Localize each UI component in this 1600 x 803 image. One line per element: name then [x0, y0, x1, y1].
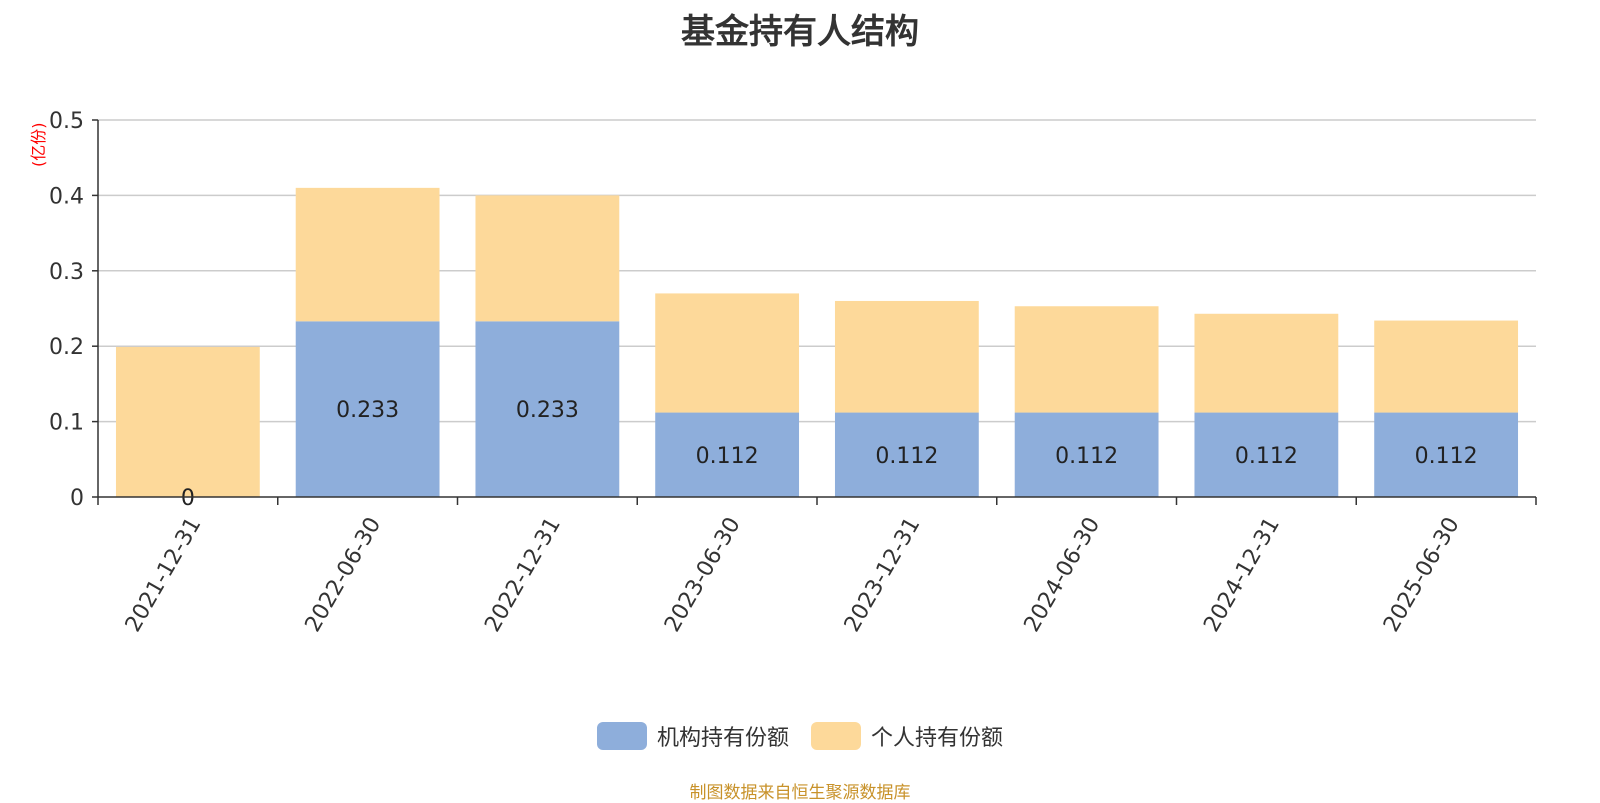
- x-tick-label: 2024-12-31: [1199, 513, 1285, 636]
- x-tick-label: 2024-06-30: [1020, 513, 1106, 636]
- legend-swatch-individual: [811, 722, 861, 750]
- bar-institutional: [295, 321, 440, 497]
- y-tick-label: 0.2: [49, 335, 84, 360]
- data-label: 0.112: [1055, 444, 1118, 469]
- x-tick-label: 2023-06-30: [660, 513, 746, 636]
- bar-institutional: [1194, 412, 1339, 497]
- legend-item-individual[interactable]: 个人持有份额: [811, 720, 1003, 752]
- x-tick-label: 2023-12-31: [840, 513, 926, 636]
- chart-title: 基金持有人结构: [681, 12, 919, 52]
- y-tick-label: 0: [70, 486, 84, 511]
- bar-institutional: [1014, 412, 1159, 497]
- data-labels: 0 0.233 0.233 0.112 0.112 0.112 0.112 0.112: [181, 398, 1478, 511]
- bar-individual: [1194, 313, 1339, 413]
- data-label: 0.112: [1235, 444, 1298, 469]
- y-tick-label: 0.1: [49, 411, 84, 436]
- bar-individual: [295, 187, 440, 322]
- y-tick-label: 0.4: [49, 184, 84, 209]
- bar-institutional: [834, 412, 979, 497]
- bar-individual: [834, 300, 979, 413]
- data-label: 0.233: [336, 398, 399, 423]
- legend-item-institutional[interactable]: 机构持有份额: [596, 720, 789, 752]
- y-tick-label: 0.3: [49, 260, 84, 285]
- data-label: 0.112: [696, 444, 759, 469]
- data-label: 0: [181, 486, 195, 511]
- x-tick-label: 2021-12-31: [121, 513, 207, 636]
- data-label: 0.112: [1415, 444, 1478, 469]
- bar-institutional: [655, 412, 800, 497]
- bar-institutional: [475, 321, 620, 497]
- bar-individual: [115, 346, 260, 497]
- x-tick-label: 2025-06-30: [1379, 513, 1465, 636]
- bar-individual: [655, 293, 800, 413]
- legend: 机构持有份额 个人持有份额: [0, 720, 1600, 752]
- bar-institutional: [1374, 412, 1519, 497]
- legend-label-institutional: 机构持有份额: [656, 726, 789, 751]
- bar-individual: [1374, 320, 1519, 413]
- legend-label-individual: 个人持有份额: [871, 726, 1004, 751]
- data-label: 0.233: [516, 398, 579, 423]
- x-tick-label: 2022-06-30: [301, 513, 387, 636]
- bar-individual: [475, 195, 620, 322]
- data-label: 0.112: [875, 444, 938, 469]
- y-tick-label: 0.5: [49, 109, 84, 134]
- x-tick-label: 2022-12-31: [480, 513, 566, 636]
- data-source-note: 制图数据来自恒生聚源数据库: [689, 783, 911, 803]
- bars: [115, 187, 1519, 497]
- bar-individual: [1014, 306, 1159, 413]
- legend-swatch-institutional: [596, 722, 647, 750]
